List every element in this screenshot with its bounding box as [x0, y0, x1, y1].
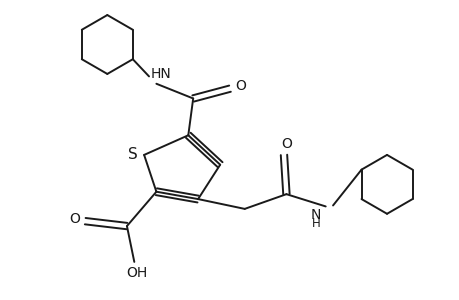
Text: N: N [310, 208, 320, 222]
Text: O: O [69, 212, 80, 226]
Text: OH: OH [126, 266, 147, 280]
Text: O: O [235, 79, 246, 93]
Text: S: S [128, 147, 138, 162]
Text: HN: HN [151, 67, 171, 81]
Text: H: H [311, 217, 319, 230]
Text: O: O [280, 137, 291, 151]
